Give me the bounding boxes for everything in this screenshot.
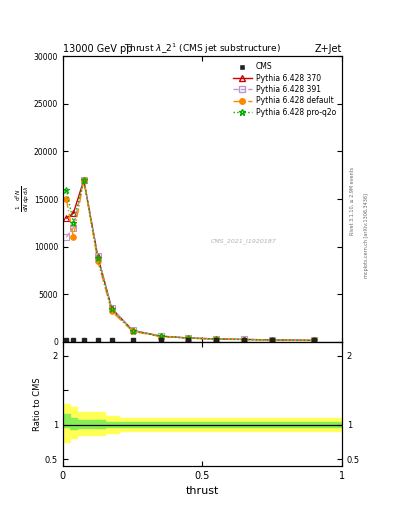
Legend: CMS, Pythia 6.428 370, Pythia 6.428 391, Pythia 6.428 default, Pythia 6.428 pro-: CMS, Pythia 6.428 370, Pythia 6.428 391,…: [230, 60, 338, 119]
Bar: [70, 418, 77, 430]
Title: Thrust $\lambda\_2^1$ (CMS jet substructure): Thrust $\lambda\_2^1$ (CMS jet substruct…: [124, 42, 281, 56]
Bar: [63, 404, 70, 442]
Bar: [119, 418, 342, 432]
Bar: [77, 412, 105, 435]
Bar: [63, 414, 70, 426]
Y-axis label: $\frac{1}{\mathrm{d}N}\frac{\mathrm{d}^2N}{\mathrm{d}p\,\mathrm{d}\lambda}$: $\frac{1}{\mathrm{d}N}\frac{\mathrm{d}^2…: [13, 186, 31, 212]
Text: mcplots.cern.ch [arXiv:1306.3436]: mcplots.cern.ch [arXiv:1306.3436]: [364, 194, 369, 279]
Y-axis label: Ratio to CMS: Ratio to CMS: [33, 377, 42, 431]
Bar: [105, 422, 342, 428]
X-axis label: thrust: thrust: [186, 486, 219, 496]
Text: Z+Jet: Z+Jet: [314, 44, 342, 54]
Text: CMS_2021_I1920187: CMS_2021_I1920187: [211, 238, 277, 244]
Text: Rivet 3.1.10, ≥ 2.9M events: Rivet 3.1.10, ≥ 2.9M events: [350, 167, 355, 235]
Bar: [105, 416, 119, 433]
Bar: [77, 420, 105, 428]
Bar: [70, 408, 77, 438]
Text: 13000 GeV pp: 13000 GeV pp: [63, 44, 132, 54]
